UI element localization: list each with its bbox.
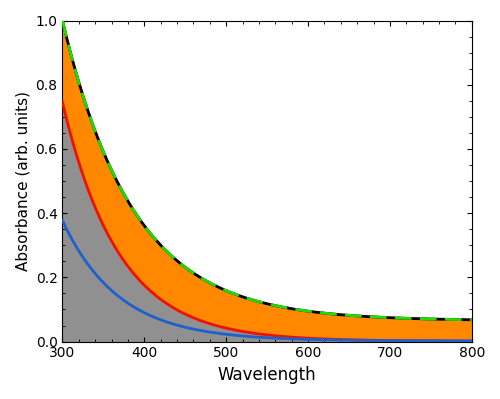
Y-axis label: Absorbance (arb. units): Absorbance (arb. units) bbox=[15, 91, 30, 271]
X-axis label: Wavelength: Wavelength bbox=[218, 366, 316, 384]
